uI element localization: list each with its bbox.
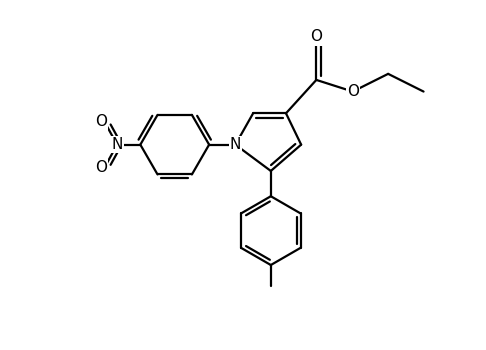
Text: O: O <box>347 84 359 99</box>
Text: O: O <box>311 29 322 44</box>
Text: O: O <box>95 114 107 130</box>
Text: N: N <box>230 137 241 152</box>
Text: O: O <box>95 160 107 175</box>
Text: N: N <box>111 137 123 152</box>
